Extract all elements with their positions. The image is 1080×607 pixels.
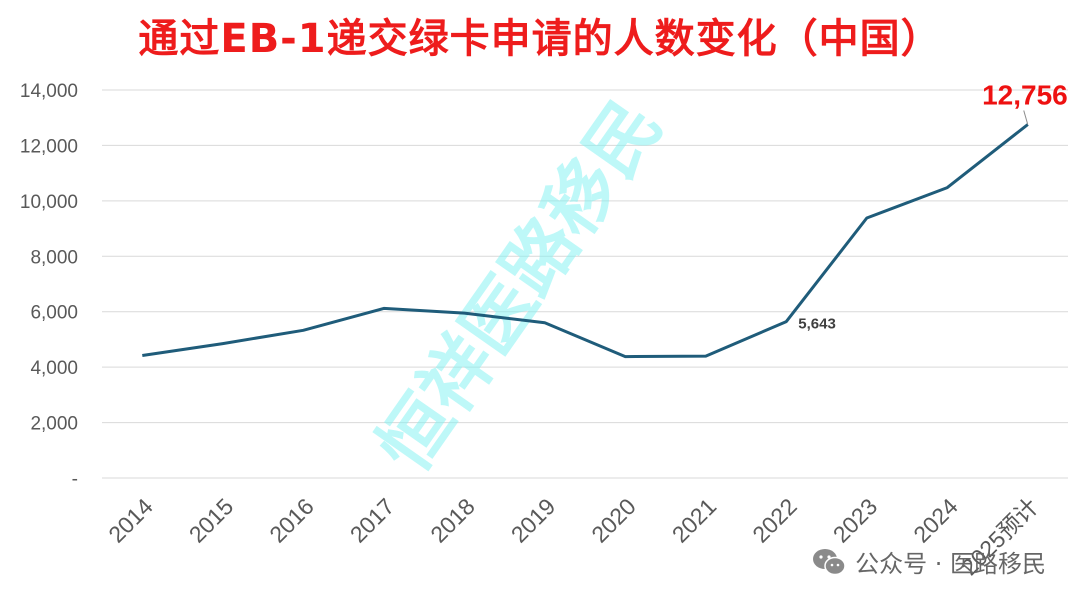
x-tick-label: 2024: [908, 493, 963, 548]
y-tick-label: 4,000: [30, 358, 78, 379]
x-tick-label: 2023: [828, 493, 883, 548]
data-label: 5,643: [798, 316, 836, 333]
x-tick-label: 2016: [264, 493, 319, 548]
x-tick-label: 2015: [184, 493, 239, 548]
x-tick-label: 2019: [506, 493, 561, 548]
data-labels: 5,643 12,756: [798, 79, 1068, 332]
data-label: 12,756: [982, 79, 1068, 110]
wechat-icon: [813, 548, 846, 575]
y-tick-label: 14,000: [20, 81, 78, 102]
x-tick-label: 2022: [747, 493, 802, 548]
x-tick-label: 2020: [586, 493, 641, 548]
series-line: [142, 123, 1029, 359]
y-tick-label: 10,000: [20, 192, 78, 213]
y-tick-label: -: [72, 469, 78, 490]
y-tick-label: 8,000: [30, 247, 78, 268]
footer: 公众号 · 医路移民: [811, 544, 1046, 579]
chart-title: 通过EB-1递交绿卡申请的人数变化（中国）: [138, 16, 942, 62]
y-tick-label: 6,000: [30, 303, 78, 324]
x-tick-label: 2021: [667, 493, 722, 548]
y-tick-label: 12,000: [20, 136, 78, 157]
x-tick-label: 2018: [425, 493, 480, 548]
x-tick-label: 2017: [345, 493, 400, 548]
gridlines: [102, 89, 1068, 479]
y-tick-label: 2,000: [30, 414, 78, 435]
y-axis-ticks: - 2,000 4,000 6,000 8,000 10,000 12,000 14,000: [20, 81, 78, 490]
x-tick-label: 2014: [103, 493, 158, 548]
footer-text: 公众号 · 医路移民: [855, 550, 1046, 578]
series-lines: [142, 123, 1029, 359]
